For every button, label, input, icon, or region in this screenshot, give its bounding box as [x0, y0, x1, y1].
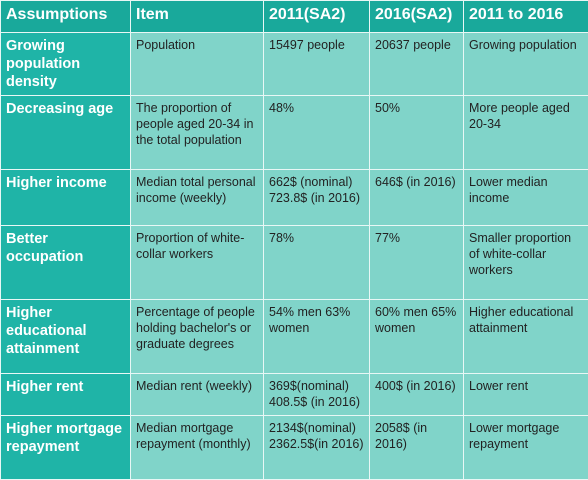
- header-cell: Assumptions: [1, 1, 131, 33]
- assumption-cell: Decreasing age: [1, 96, 131, 170]
- table-cell: Higher educational attainment: [464, 300, 588, 374]
- table-cell: Proportion of white-collar workers: [131, 226, 264, 300]
- table-cell: 15497 people: [264, 33, 370, 96]
- table-cell: 662$ (nominal) 723.8$ (in 2016): [264, 170, 370, 226]
- table-cell: 400$ (in 2016): [370, 374, 464, 416]
- table-cell: 2134$(nominal) 2362.5$(in 2016): [264, 416, 370, 480]
- assumption-cell: Higher educational attainment: [1, 300, 131, 374]
- assumption-cell: Growing population density: [1, 33, 131, 96]
- table-cell: More people aged 20-34: [464, 96, 588, 170]
- table-cell: Percentage of people holding bachelor's …: [131, 300, 264, 374]
- table-cell: 60% men 65% women: [370, 300, 464, 374]
- table-cell: 2058$ (in 2016): [370, 416, 464, 480]
- table-cell: Population: [131, 33, 264, 96]
- header-cell: 2011(SA2): [264, 1, 370, 33]
- assumption-cell: Higher income: [1, 170, 131, 226]
- table-cell: Growing population: [464, 33, 588, 96]
- assumption-cell: Higher rent: [1, 374, 131, 416]
- table-cell: 369$(nominal) 408.5$ (in 2016): [264, 374, 370, 416]
- table-cell: 50%: [370, 96, 464, 170]
- header-cell: Item: [131, 1, 264, 33]
- table-cell: 48%: [264, 96, 370, 170]
- table-cell: 646$ (in 2016): [370, 170, 464, 226]
- table-cell: 54% men 63% women: [264, 300, 370, 374]
- table-cell: 77%: [370, 226, 464, 300]
- table-cell: Lower mortgage repayment: [464, 416, 588, 480]
- assumption-cell: Higher mortgage repayment: [1, 416, 131, 480]
- header-cell: 2016(SA2): [370, 1, 464, 33]
- table-cell: 78%: [264, 226, 370, 300]
- header-cell: 2011 to 2016: [464, 1, 588, 33]
- table-cell: 20637 people: [370, 33, 464, 96]
- table-cell: Median total personal income (weekly): [131, 170, 264, 226]
- table-cell: Median mortgage repayment (monthly): [131, 416, 264, 480]
- table-cell: Smaller proportion of white-collar worke…: [464, 226, 588, 300]
- table-cell: The proportion of people aged 20-34 in t…: [131, 96, 264, 170]
- table-cell: Median rent (weekly): [131, 374, 264, 416]
- table-cell: Lower rent: [464, 374, 588, 416]
- table-cell: Lower median income: [464, 170, 588, 226]
- assumption-cell: Better occupation: [1, 226, 131, 300]
